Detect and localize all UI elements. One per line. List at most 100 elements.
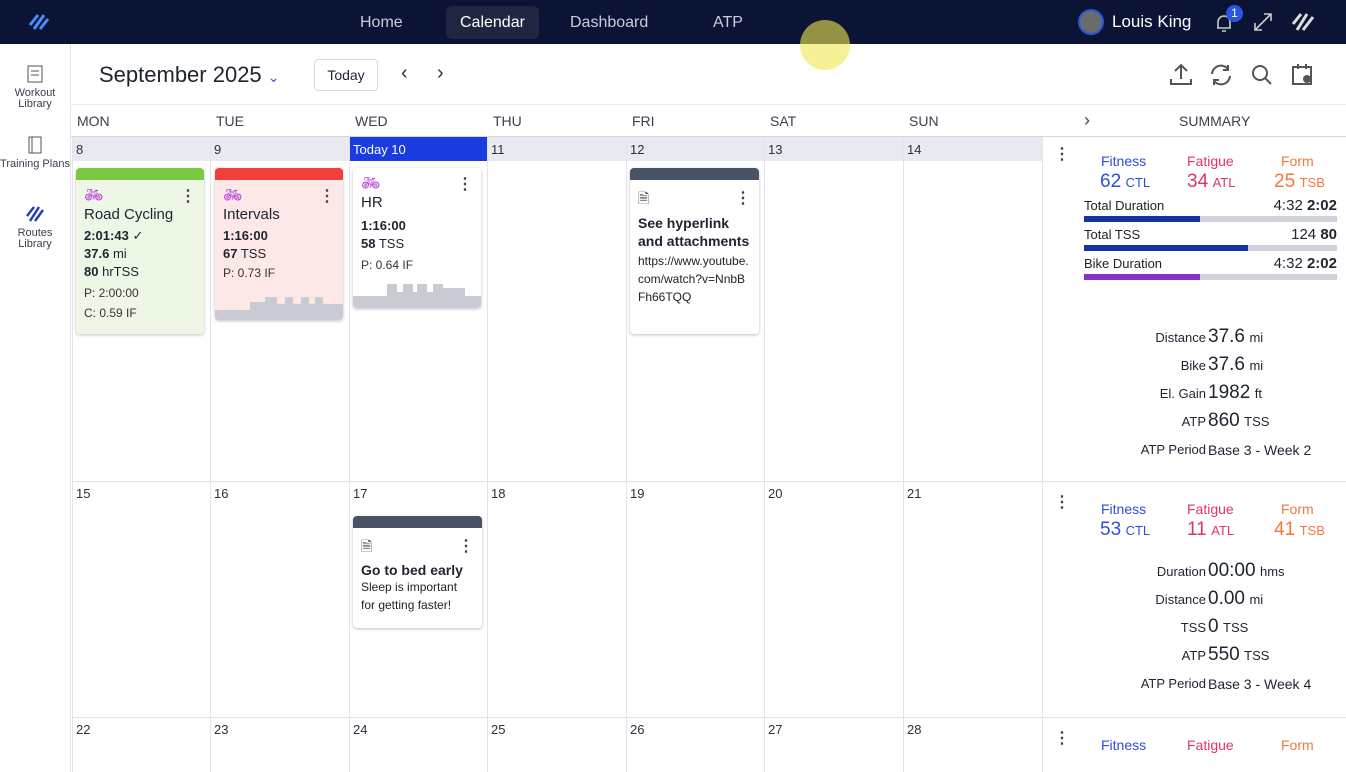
day-cell-label[interactable]: 17 bbox=[353, 486, 368, 501]
expand-icon[interactable] bbox=[1253, 12, 1273, 32]
avatar[interactable] bbox=[1078, 9, 1104, 35]
day-cell-label[interactable]: 18 bbox=[491, 486, 506, 501]
form-label: Form bbox=[1281, 153, 1314, 169]
top-nav: Home Calendar Dashboard ATP Louis King 1 bbox=[0, 0, 1346, 44]
more-icon[interactable]: ⋮ bbox=[319, 188, 335, 205]
col-sat: SAT bbox=[770, 113, 797, 129]
day-cell-label[interactable]: 24 bbox=[353, 722, 368, 737]
day-cell-label[interactable]: 27 bbox=[768, 722, 783, 737]
sidebar-item-workout-library[interactable]: Workout Library bbox=[0, 64, 70, 110]
sidebar-item-routes-library[interactable]: Routes Library bbox=[0, 204, 70, 250]
stat-unit: TSS bbox=[1223, 620, 1249, 635]
atl-unit: ATL bbox=[1211, 523, 1235, 538]
day-cell-label[interactable]: 21 bbox=[907, 486, 922, 501]
more-icon[interactable]: ⋮ bbox=[180, 188, 196, 205]
card-title: Intervals bbox=[223, 206, 280, 223]
tab-calendar[interactable]: Calendar bbox=[446, 6, 539, 39]
workout-card-road-cycling[interactable]: 🚲︎ ⋮ Road Cycling 2:01:43 ✓ 37.6 mi 80 hr… bbox=[76, 168, 204, 334]
week-summary-menu-icon[interactable]: ⋮ bbox=[1054, 494, 1070, 511]
upload-icon[interactable] bbox=[1168, 62, 1194, 88]
library-icon bbox=[27, 65, 43, 83]
day-cell-label[interactable]: 15 bbox=[76, 486, 91, 501]
logo-icon[interactable] bbox=[26, 11, 50, 33]
planned-value: 4:32 bbox=[1273, 255, 1303, 272]
note-icon: 🗎 bbox=[361, 538, 373, 554]
sidebar-label: Training Plans bbox=[0, 158, 70, 170]
duration: 1:16:00 bbox=[361, 218, 406, 233]
grid-line bbox=[626, 137, 627, 772]
book-icon bbox=[28, 136, 42, 154]
user-name[interactable]: Louis King bbox=[1112, 12, 1192, 31]
stat-unit: TSS bbox=[1244, 648, 1270, 663]
cursor-highlight bbox=[800, 20, 850, 70]
card-title: HR bbox=[361, 194, 383, 211]
day-cell-label[interactable]: 13 bbox=[768, 142, 783, 157]
stat-label: ATP Period bbox=[1140, 676, 1206, 691]
stat-number: 860 bbox=[1208, 410, 1240, 431]
note-card-bed-early[interactable]: 🗎 ⋮ Go to bed early Sleep is important fo… bbox=[353, 516, 482, 628]
planned: P: 2:00:00 bbox=[84, 286, 139, 300]
fatigue-label: Fatigue bbox=[1187, 153, 1234, 169]
week-summary-menu-icon[interactable]: ⋮ bbox=[1054, 146, 1070, 163]
stat-number: 37.6 bbox=[1208, 326, 1245, 347]
grid-line bbox=[487, 137, 488, 772]
day-cell-label[interactable]: 9 bbox=[214, 142, 222, 157]
day-cell-label[interactable]: 22 bbox=[76, 722, 91, 737]
more-icon[interactable]: ⋮ bbox=[457, 176, 473, 193]
month-selector[interactable]: September 2025 ⌄ bbox=[99, 62, 280, 88]
bike-icon: 🚲︎ bbox=[84, 187, 104, 204]
form-value: 41 bbox=[1274, 519, 1296, 540]
stat-value: 00:00 hms bbox=[1208, 560, 1285, 582]
prev-month-button[interactable]: ‹ bbox=[401, 62, 408, 84]
sidebar-item-training-plans[interactable]: Training Plans bbox=[0, 135, 70, 170]
progress-bar bbox=[1084, 216, 1337, 222]
day-cell-label[interactable]: 28 bbox=[907, 722, 922, 737]
form-label: Form bbox=[1281, 737, 1314, 753]
day-cell-label[interactable]: 25 bbox=[491, 722, 506, 737]
tab-dashboard[interactable]: Dashboard bbox=[570, 14, 649, 31]
stat-value: 0.00 mi bbox=[1208, 588, 1263, 610]
grid-line bbox=[72, 481, 1346, 482]
more-icon[interactable]: ⋮ bbox=[735, 190, 751, 207]
sync-icon[interactable] bbox=[1208, 62, 1234, 88]
workout-card-intervals[interactable]: 🚲︎ ⋮ Intervals 1:16:00 67 TSS P: 0.73 IF bbox=[215, 168, 343, 320]
unit: TSS bbox=[240, 246, 267, 261]
bell-icon[interactable] bbox=[1213, 12, 1235, 34]
day-cell-label[interactable]: 8 bbox=[76, 142, 84, 157]
planned: P: 0.73 IF bbox=[223, 266, 276, 280]
tab-atp[interactable]: ATP bbox=[713, 14, 743, 31]
app-switch-icon[interactable] bbox=[1290, 10, 1316, 34]
day-cell-label[interactable]: 11 bbox=[491, 142, 505, 157]
collapse-summary-button[interactable]: › bbox=[1084, 110, 1090, 130]
progress-bar bbox=[1084, 274, 1337, 280]
sidebar: Workout Library Training Plans Routes Li… bbox=[0, 44, 71, 772]
day-cell-label[interactable]: 14 bbox=[907, 142, 922, 157]
more-icon[interactable]: ⋮ bbox=[458, 538, 474, 555]
day-cell-label[interactable]: 20 bbox=[768, 486, 783, 501]
tab-home[interactable]: Home bbox=[360, 14, 403, 31]
planned: P: 0.64 IF bbox=[361, 258, 414, 272]
day-cell-label[interactable]: 23 bbox=[214, 722, 229, 737]
stat-label: ATP bbox=[1181, 648, 1206, 663]
summary-row-value: 4:32 2:02 bbox=[1274, 197, 1337, 214]
note-card-hyperlink[interactable]: 🗎 ⋮ See hyperlink and attachments https:/… bbox=[630, 168, 759, 334]
stat-unit: ft bbox=[1254, 386, 1262, 401]
workout-card-hr[interactable]: 🚲︎ ⋮ HR 1:16:00 58 TSS P: 0.64 IF bbox=[353, 168, 481, 308]
planned-value: 4:32 bbox=[1273, 197, 1303, 214]
col-mon: MON bbox=[77, 113, 110, 129]
search-icon[interactable] bbox=[1249, 62, 1275, 88]
day-cell-label[interactable]: 26 bbox=[630, 722, 645, 737]
stat-value: 550 TSS bbox=[1208, 644, 1269, 666]
next-month-button[interactable]: › bbox=[437, 62, 444, 84]
note-body[interactable]: https://www.youtube.com/watch?v=NnbBFh66… bbox=[638, 254, 749, 304]
day-cell-label[interactable]: 19 bbox=[630, 486, 645, 501]
grid-line bbox=[903, 137, 904, 772]
day-cell-label[interactable]: Today 10 bbox=[353, 142, 406, 157]
bike-icon: 🚲︎ bbox=[223, 187, 243, 204]
grid-line bbox=[764, 137, 765, 772]
day-cell-label[interactable]: 12 bbox=[630, 142, 645, 157]
calendar-settings-icon[interactable] bbox=[1290, 62, 1316, 88]
today-button[interactable]: Today bbox=[314, 59, 378, 91]
week-summary-menu-icon[interactable]: ⋮ bbox=[1054, 730, 1070, 747]
day-cell-label[interactable]: 16 bbox=[214, 486, 229, 501]
